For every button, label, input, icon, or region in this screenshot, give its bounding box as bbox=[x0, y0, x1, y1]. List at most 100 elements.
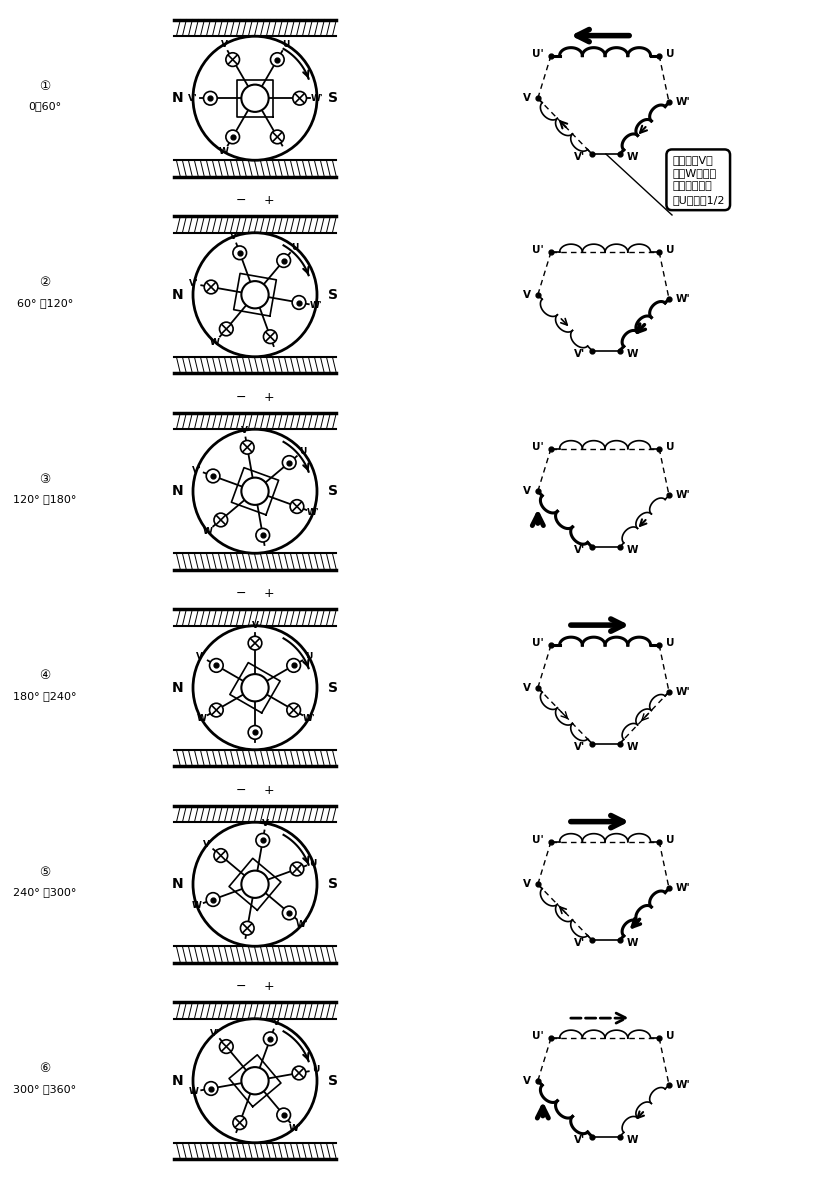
Text: −: − bbox=[236, 784, 246, 797]
Text: −: − bbox=[236, 980, 246, 993]
Text: W: W bbox=[627, 1134, 638, 1145]
Text: −: − bbox=[236, 195, 246, 208]
Text: W': W' bbox=[676, 687, 691, 697]
Circle shape bbox=[220, 1040, 233, 1053]
Circle shape bbox=[256, 834, 270, 847]
Text: −: − bbox=[236, 1177, 246, 1179]
Text: U: U bbox=[666, 638, 675, 648]
Text: +: + bbox=[263, 784, 274, 797]
Text: W': W' bbox=[676, 1080, 691, 1089]
Text: U: U bbox=[291, 243, 298, 252]
Text: N: N bbox=[172, 91, 183, 105]
Circle shape bbox=[241, 674, 268, 702]
Text: N: N bbox=[172, 1074, 183, 1088]
Text: W': W' bbox=[676, 98, 691, 107]
Text: V': V' bbox=[211, 1029, 220, 1038]
Circle shape bbox=[241, 441, 254, 454]
Text: ②: ② bbox=[39, 276, 50, 289]
Circle shape bbox=[287, 659, 301, 672]
Circle shape bbox=[193, 626, 317, 750]
Text: W: W bbox=[627, 742, 638, 751]
Text: U': U' bbox=[533, 48, 544, 59]
Text: V': V' bbox=[192, 466, 202, 474]
Text: W: W bbox=[219, 147, 229, 157]
Text: V: V bbox=[523, 93, 531, 104]
Text: W': W' bbox=[311, 94, 324, 103]
Text: U': U' bbox=[533, 442, 544, 452]
Circle shape bbox=[193, 1019, 317, 1142]
Circle shape bbox=[277, 1108, 290, 1121]
Circle shape bbox=[248, 637, 262, 650]
Text: U: U bbox=[305, 652, 312, 661]
Circle shape bbox=[248, 725, 262, 739]
Circle shape bbox=[233, 1115, 246, 1129]
Text: U: U bbox=[666, 48, 675, 59]
Circle shape bbox=[292, 1066, 306, 1080]
Circle shape bbox=[241, 281, 268, 309]
Text: +: + bbox=[263, 390, 274, 403]
Text: N: N bbox=[172, 485, 183, 499]
Text: W: W bbox=[627, 545, 638, 555]
Circle shape bbox=[241, 1067, 268, 1094]
Text: W: W bbox=[627, 349, 638, 358]
Circle shape bbox=[193, 429, 317, 553]
Text: V': V' bbox=[574, 1134, 585, 1145]
Circle shape bbox=[263, 330, 277, 343]
Circle shape bbox=[203, 92, 217, 105]
Text: U: U bbox=[666, 245, 675, 255]
Text: U: U bbox=[312, 1066, 320, 1074]
Text: S: S bbox=[328, 877, 337, 891]
Text: U': U' bbox=[533, 245, 544, 255]
Text: W: W bbox=[211, 337, 220, 347]
Text: V': V' bbox=[189, 279, 199, 289]
Text: ③: ③ bbox=[39, 473, 50, 486]
Text: 120° ～180°: 120° ～180° bbox=[13, 494, 76, 505]
Text: V: V bbox=[523, 1075, 531, 1086]
Text: W': W' bbox=[676, 490, 691, 500]
Text: U': U' bbox=[533, 835, 544, 844]
Text: V: V bbox=[251, 621, 259, 631]
Circle shape bbox=[290, 862, 304, 876]
Text: ①: ① bbox=[39, 80, 50, 93]
Circle shape bbox=[193, 37, 317, 160]
Circle shape bbox=[204, 281, 218, 294]
Circle shape bbox=[210, 703, 223, 717]
Circle shape bbox=[241, 922, 254, 935]
Text: U: U bbox=[299, 447, 307, 456]
Text: 180° ～240°: 180° ～240° bbox=[13, 691, 76, 700]
Text: +: + bbox=[263, 980, 274, 993]
Circle shape bbox=[241, 870, 268, 898]
Text: −: − bbox=[236, 587, 246, 600]
Text: V: V bbox=[523, 880, 531, 889]
Text: V': V' bbox=[574, 152, 585, 162]
Text: W: W bbox=[627, 938, 638, 948]
Text: V: V bbox=[230, 232, 237, 241]
Circle shape bbox=[256, 528, 270, 542]
Circle shape bbox=[207, 469, 220, 483]
Text: U: U bbox=[666, 835, 675, 844]
Circle shape bbox=[226, 130, 240, 144]
Text: U': U' bbox=[533, 1032, 544, 1041]
Circle shape bbox=[226, 53, 240, 66]
Text: W': W' bbox=[307, 508, 320, 516]
Circle shape bbox=[220, 322, 233, 336]
Text: S: S bbox=[328, 288, 337, 302]
Text: V': V' bbox=[574, 349, 585, 358]
Text: +: + bbox=[263, 195, 274, 208]
Text: U: U bbox=[666, 442, 675, 452]
Text: W': W' bbox=[310, 301, 323, 310]
Circle shape bbox=[290, 500, 304, 513]
Text: V': V' bbox=[574, 742, 585, 751]
Text: 0～60°: 0～60° bbox=[28, 101, 62, 111]
Text: W: W bbox=[192, 901, 202, 910]
Text: V: V bbox=[263, 818, 269, 828]
Circle shape bbox=[282, 907, 296, 920]
Circle shape bbox=[210, 659, 223, 672]
Text: N: N bbox=[172, 877, 183, 891]
Circle shape bbox=[263, 1032, 277, 1046]
Text: V: V bbox=[272, 1017, 280, 1027]
Text: W': W' bbox=[302, 714, 315, 723]
Text: V: V bbox=[523, 290, 531, 299]
Circle shape bbox=[233, 246, 246, 259]
Circle shape bbox=[193, 822, 317, 947]
